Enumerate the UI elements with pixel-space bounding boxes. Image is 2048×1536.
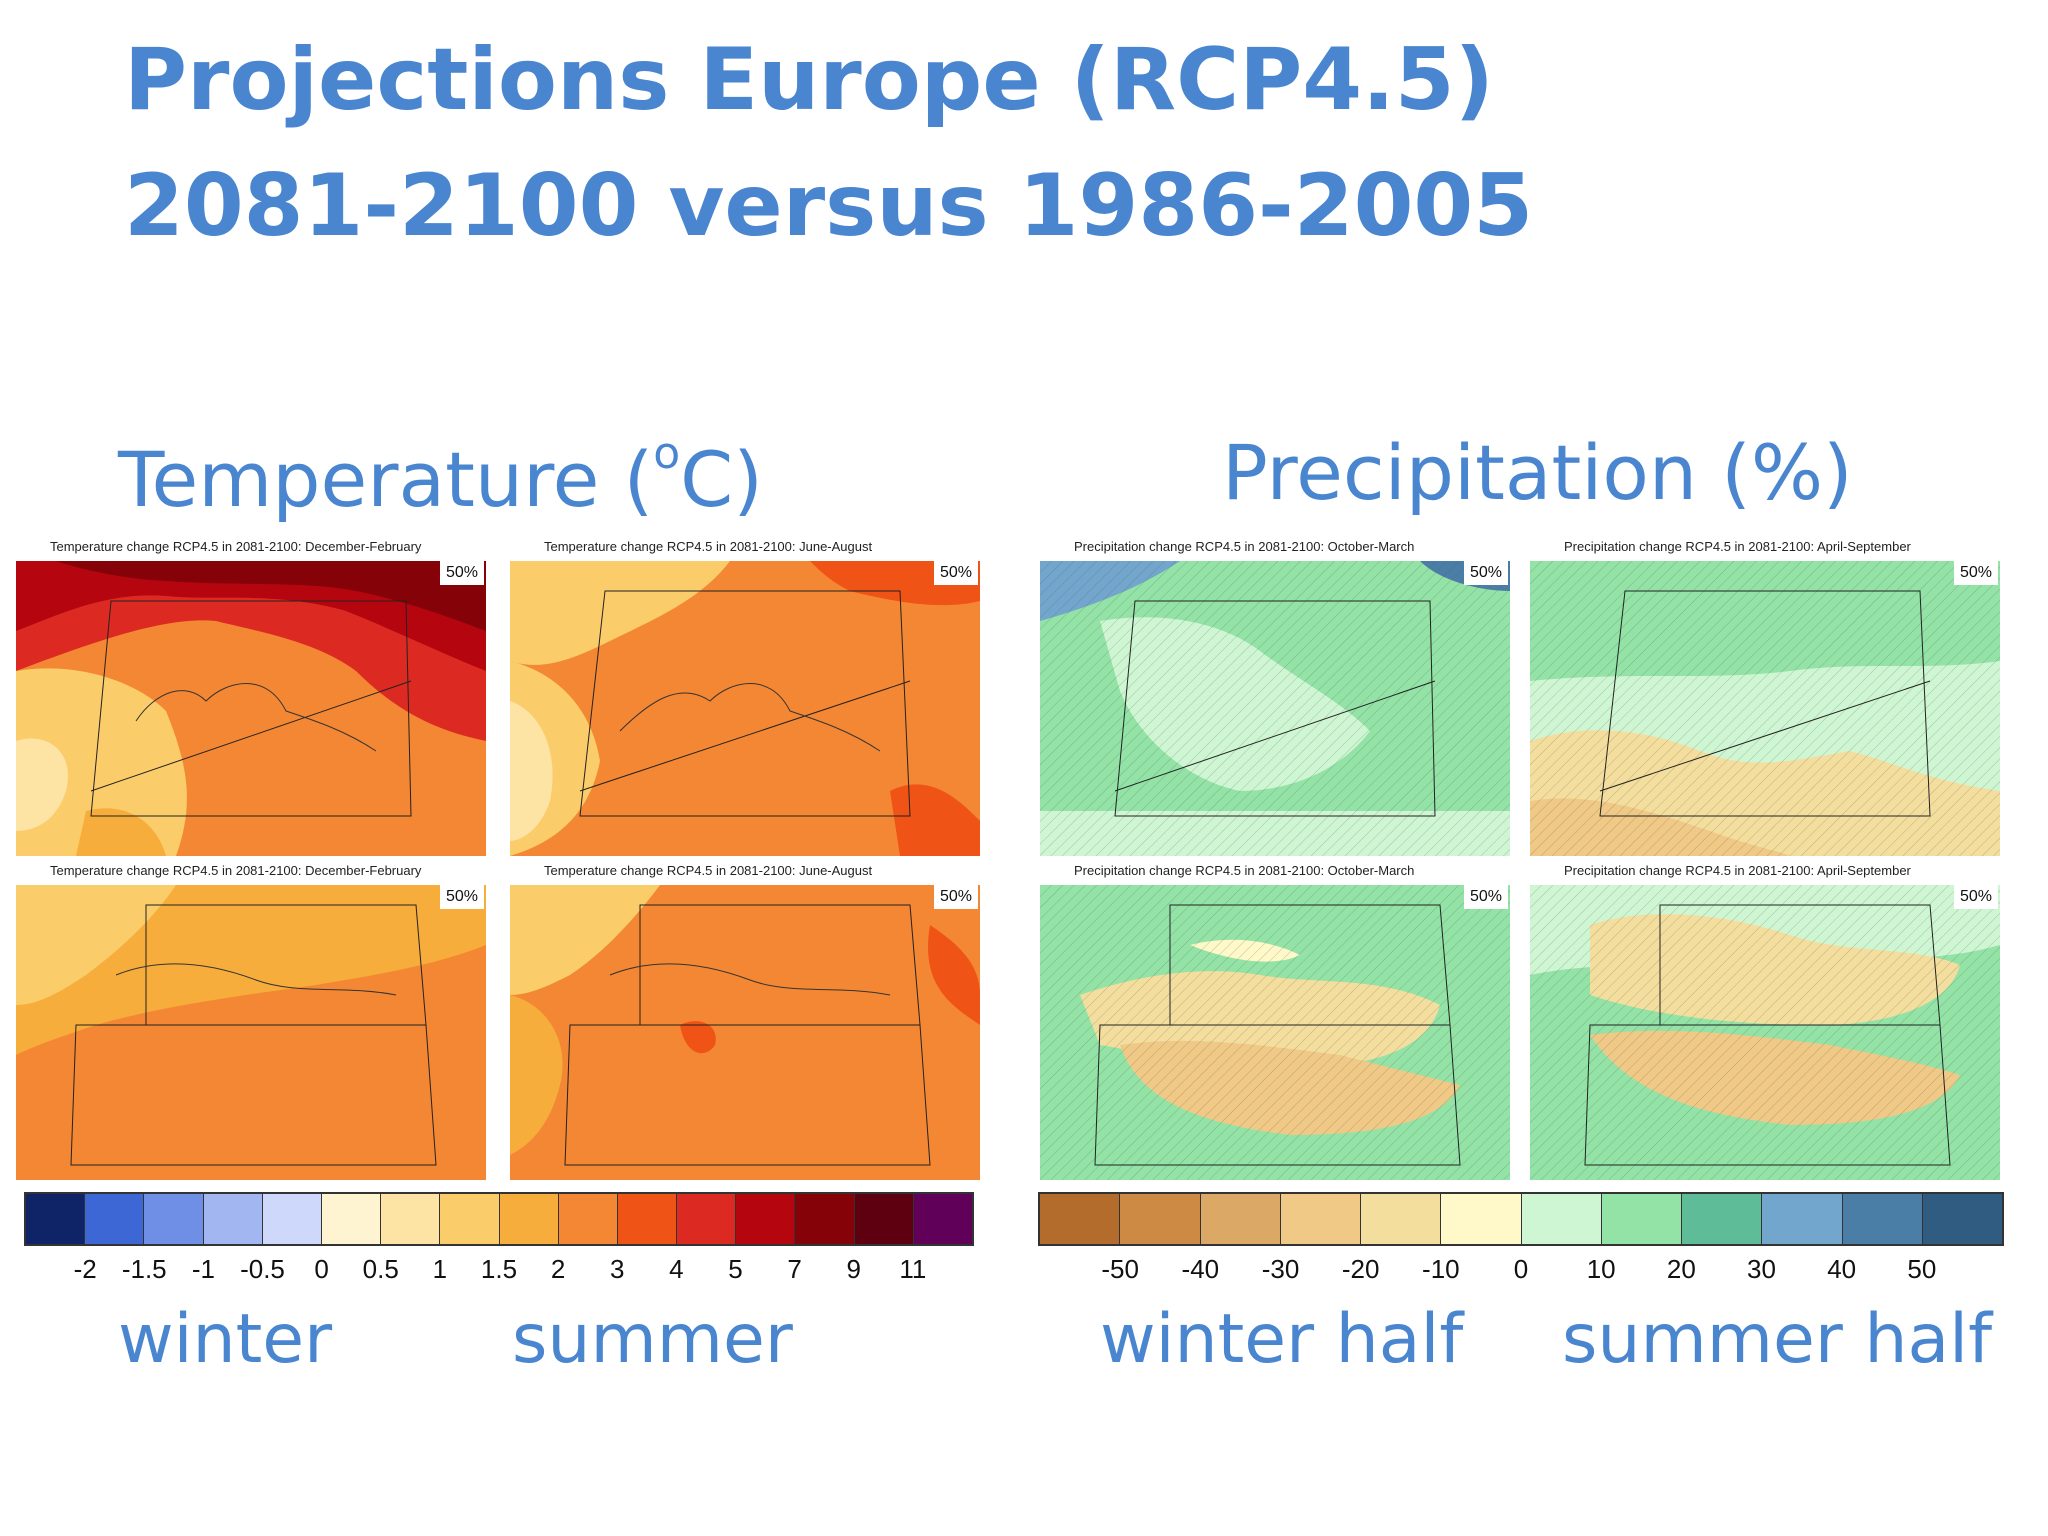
panel-title: Temperature change RCP4.5 in 2081-2100: … bbox=[544, 539, 873, 554]
precip-map-summer-mediterranean: Precipitation change RCP4.5 in 2081-2100… bbox=[1530, 863, 2000, 1180]
colorbar-cell bbox=[1682, 1194, 1763, 1244]
colorbar-cell bbox=[1120, 1194, 1201, 1244]
colorbar-tick-label: 3 bbox=[610, 1254, 625, 1284]
temp-map-summer-europe: Temperature change RCP4.5 in 2081-2100: … bbox=[510, 539, 980, 856]
colorbar-tick-label: 0 bbox=[1513, 1254, 1529, 1284]
colorbar-tick-label: 7 bbox=[787, 1254, 802, 1284]
season-label-winter-half: winter half bbox=[1100, 1300, 1464, 1379]
panel-title: Temperature change RCP4.5 in 2081-2100: … bbox=[50, 539, 422, 554]
percentile-badge: 50% bbox=[1463, 561, 1508, 585]
temperature-map bbox=[510, 885, 980, 1180]
colorbar-cell bbox=[617, 1194, 678, 1244]
colorbar-tick-label: 5 bbox=[728, 1254, 743, 1284]
percentile-badge: 50% bbox=[933, 885, 978, 909]
colorbar-tick-label: 30 bbox=[1747, 1254, 1776, 1284]
colorbar-tick-label: 0 bbox=[314, 1254, 329, 1284]
colorbar-cell bbox=[795, 1194, 855, 1244]
colorbar-cell bbox=[1200, 1194, 1281, 1244]
percentile-badge: 50% bbox=[1953, 561, 1998, 585]
colorbar-cell bbox=[854, 1194, 914, 1244]
precipitation-map bbox=[1040, 561, 1510, 856]
temp-map-winter-europe: Temperature change RCP4.5 in 2081-2100: … bbox=[16, 539, 486, 856]
colorbar-cell bbox=[1361, 1194, 1442, 1244]
panel-title: Precipitation change RCP4.5 in 2081-2100… bbox=[1074, 863, 1415, 878]
percentile-badge: 50% bbox=[1463, 885, 1508, 909]
temperature-heading: Temperature (oC) bbox=[118, 428, 763, 524]
panel-title: Precipitation change RCP4.5 in 2081-2100… bbox=[1074, 539, 1415, 554]
colorbar-tick-label: -50 bbox=[1101, 1254, 1139, 1284]
season-label-winter: winter bbox=[118, 1300, 333, 1379]
colorbar-cell bbox=[381, 1194, 441, 1244]
colorbar-cell bbox=[1280, 1194, 1361, 1244]
colorbar-cell bbox=[26, 1194, 86, 1244]
colorbar-cell bbox=[736, 1194, 796, 1244]
precipitation-colorbar bbox=[1038, 1192, 2004, 1246]
colorbar-tick-label: -1 bbox=[191, 1254, 215, 1284]
precipitation-heading: Precipitation (%) bbox=[1222, 428, 1853, 517]
colorbar-cell bbox=[144, 1194, 204, 1244]
colorbar-tick-label: 0.5 bbox=[362, 1254, 399, 1284]
colorbar-cell bbox=[203, 1194, 263, 1244]
colorbar-tick-label: 1 bbox=[432, 1254, 448, 1284]
panel-title: Precipitation change RCP4.5 in 2081-2100… bbox=[1564, 863, 1911, 878]
temp-map-summer-mediterranean: Temperature change RCP4.5 in 2081-2100: … bbox=[510, 863, 980, 1180]
colorbar-tick-label: 20 bbox=[1666, 1254, 1696, 1284]
percentile-badge: 50% bbox=[439, 885, 484, 909]
colorbar-cell bbox=[85, 1194, 145, 1244]
colorbar-cell bbox=[440, 1194, 500, 1244]
precipitation-map bbox=[1530, 885, 2000, 1180]
panel-title: Temperature change RCP4.5 in 2081-2100: … bbox=[50, 863, 422, 878]
colorbar-tick-label: -20 bbox=[1341, 1254, 1380, 1284]
temperature-colorbar bbox=[24, 1192, 974, 1246]
colorbar-tick-label: 4 bbox=[669, 1254, 684, 1284]
temp-map-winter-mediterranean: Temperature change RCP4.5 in 2081-2100: … bbox=[16, 863, 486, 1180]
slide-title-line1: Projections Europe (RCP4.5) bbox=[124, 30, 1494, 130]
colorbar-tick-label: 10 bbox=[1586, 1254, 1616, 1284]
season-label-summer: summer bbox=[512, 1300, 793, 1379]
temperature-map bbox=[16, 561, 486, 856]
precipitation-map bbox=[1530, 561, 2000, 856]
percentile-badge: 50% bbox=[439, 561, 484, 585]
colorbar-cell bbox=[321, 1194, 382, 1244]
precip-map-winter-mediterranean: Precipitation change RCP4.5 in 2081-2100… bbox=[1040, 863, 1510, 1180]
colorbar-cell bbox=[1922, 1194, 2002, 1244]
temperature-heading-main: Temperature ( bbox=[118, 435, 654, 524]
temperature-map bbox=[510, 561, 980, 856]
season-label-summer-half: summer half bbox=[1562, 1300, 1993, 1379]
colorbar-tick-label: 40 bbox=[1827, 1254, 1857, 1284]
colorbar-tick-label: -10 bbox=[1422, 1254, 1460, 1284]
colorbar-tick-label: 2 bbox=[550, 1254, 566, 1284]
colorbar-cell bbox=[1040, 1194, 1121, 1244]
temperature-heading-end: C) bbox=[680, 435, 763, 524]
precip-map-winter-europe: Precipitation change RCP4.5 in 2081-2100… bbox=[1040, 539, 1510, 856]
percentile-badge: 50% bbox=[1953, 885, 1998, 909]
temperature-heading-sup: o bbox=[653, 428, 681, 479]
colorbar-cell bbox=[1521, 1194, 1602, 1244]
precip-map-summer-europe: Precipitation change RCP4.5 in 2081-2100… bbox=[1530, 539, 2000, 856]
colorbar-tick-label: 1.5 bbox=[480, 1254, 518, 1284]
colorbar-tick-label: -0.5 bbox=[240, 1254, 285, 1284]
colorbar-cell bbox=[1842, 1194, 1923, 1244]
colorbar-cell bbox=[499, 1194, 559, 1244]
colorbar-cell bbox=[262, 1194, 322, 1244]
percentile-badge: 50% bbox=[933, 561, 978, 585]
colorbar-cell bbox=[558, 1194, 618, 1244]
colorbar-tick-label: 50 bbox=[1907, 1254, 1937, 1284]
colorbar-tick-label: -1.5 bbox=[121, 1254, 167, 1284]
colorbar-cell bbox=[1601, 1194, 1682, 1244]
precipitation-map bbox=[1040, 885, 1510, 1180]
colorbar-tick-label: -30 bbox=[1261, 1254, 1300, 1284]
temperature-map bbox=[16, 885, 486, 1180]
panel-title: Precipitation change RCP4.5 in 2081-2100… bbox=[1564, 539, 1911, 554]
colorbar-tick-label: 11 bbox=[899, 1254, 927, 1284]
colorbar-cell bbox=[1762, 1194, 1843, 1244]
colorbar-cell bbox=[1441, 1194, 1522, 1244]
colorbar-tick-label: -40 bbox=[1181, 1254, 1220, 1284]
colorbar-tick-label: -2 bbox=[73, 1254, 97, 1284]
slide-title-line2: 2081-2100 versus 1986-2005 bbox=[124, 156, 1534, 256]
colorbar-tick-label: 9 bbox=[846, 1254, 861, 1284]
colorbar-cell bbox=[913, 1194, 972, 1244]
panel-title: Temperature change RCP4.5 in 2081-2100: … bbox=[544, 863, 873, 878]
colorbar-cell bbox=[677, 1194, 737, 1244]
